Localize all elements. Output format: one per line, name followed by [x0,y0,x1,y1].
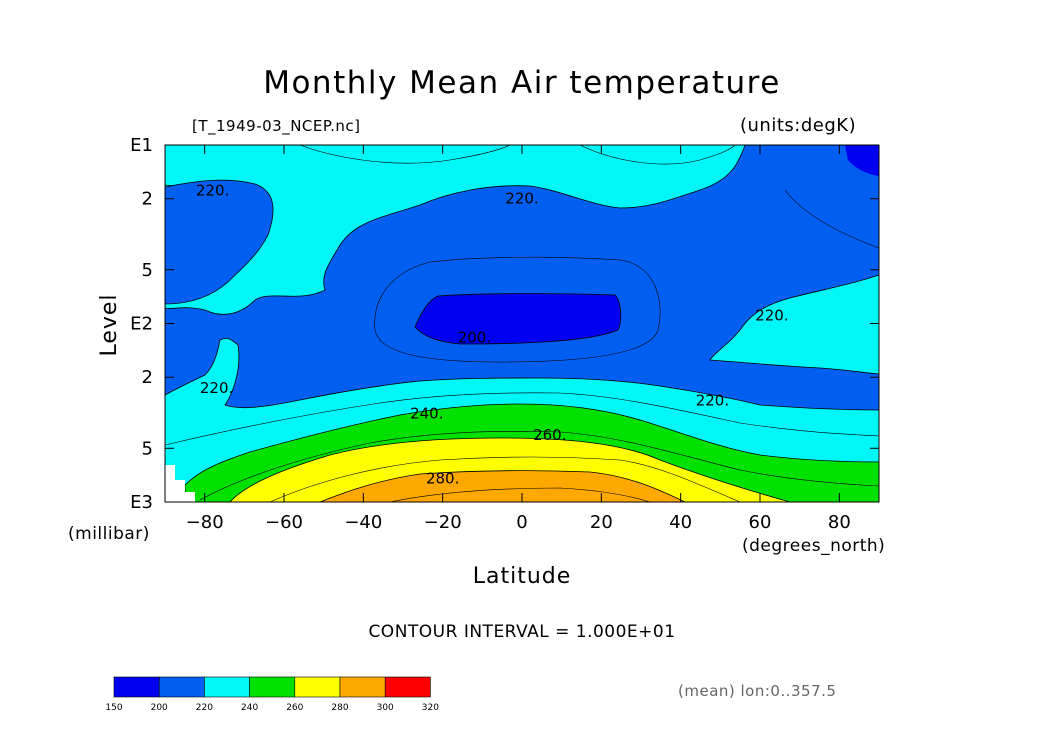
colorbar-swatch [294,676,341,698]
x-tick-label: 20 [590,512,613,533]
contour-fill-layers [165,145,879,502]
band-280-300 [319,470,686,502]
band-220-240-right [709,274,879,375]
contour-line-210 [374,256,661,363]
contour-label: 220. [696,391,729,409]
contour-label: 220. [755,306,788,324]
contour-line-right [784,189,879,249]
missing-data [165,465,195,502]
contour-line-290 [389,487,651,502]
band-200-220-left-lobe [165,179,274,305]
colorbar-level-label: 220 [196,703,213,713]
contour-line-270 [269,456,741,502]
x-tick-label: −20 [424,512,462,533]
colorbar-swatch [339,676,386,698]
x-tick-label: 40 [669,512,692,533]
contour-line-top [299,145,511,164]
colorbar-level-label: 260 [286,703,303,713]
contour-line-250 [199,431,879,501]
colorbar-level-label: 300 [377,703,394,713]
contour-label: 220. [196,182,229,200]
y-tick-label: E3 [130,492,153,513]
x-tick-label: −40 [344,512,382,533]
contour-label: 260. [533,426,566,444]
x-tick-label: 60 [749,512,772,533]
colorbar-level-label: 150 [105,703,122,713]
contour-label: 220. [200,379,233,397]
y-tick-label: 2 [142,367,153,388]
x-tick-label: 0 [516,512,527,533]
contour-labels: 220. 220. 200. 220. 220. 240. 220. 260. 280. [196,182,789,488]
x-axis-label: Latitude [472,564,572,589]
y-axis-unit: (millibar) [68,524,150,544]
y-tick-label: 2 [142,189,153,210]
colorbar-swatch [113,676,160,698]
colorbar-swatch [158,676,205,698]
contour-interval-label: CONTOUR INTERVAL = 1.000E+01 [368,622,676,642]
y-tick-label: E1 [130,135,153,156]
x-tick-label: 80 [828,512,851,533]
mean-longitude-label: (mean) lon:0..357.5 [678,682,837,700]
contour-line-230 [165,392,879,446]
colorbar-swatch [384,676,431,698]
colorbar-swatch [249,676,296,698]
contour-label: 240. [410,405,443,423]
x-tick-label: −60 [265,512,303,533]
x-tick-label: −80 [186,512,224,533]
units-label: (units:degK) [740,115,857,136]
x-axis-unit: (degrees_north) [742,536,886,556]
colorbar-swatch [204,676,250,698]
colorbar-level-label: 200 [151,703,168,713]
contour-line-top-right [579,145,736,165]
contour-label: 280. [426,470,459,488]
chart-title: Monthly Mean Air temperature [263,65,781,101]
band-below-200-center [414,293,622,345]
x-axis: −80 −60 −40 −20 0 20 40 60 80 [186,145,851,533]
colorbar-level-label: 280 [331,703,348,713]
y-tick-label: 5 [142,438,153,459]
y-axis: E1 2 5 E2 2 5 E3 [130,135,879,513]
colorbar: 150 200 220 240 260 280 300 320 [105,676,439,713]
colorbar-level-label: 240 [241,703,258,713]
colorbar-level-label: 320 [422,703,439,713]
y-tick-label: E2 [130,314,153,335]
file-label: [T_1949-03_NCEP.nc] [192,117,361,135]
y-tick-label: 5 [142,260,153,281]
contour-label: 200. [458,329,491,347]
band-below-200-right [845,145,879,176]
contour-label: 220. [505,190,538,208]
